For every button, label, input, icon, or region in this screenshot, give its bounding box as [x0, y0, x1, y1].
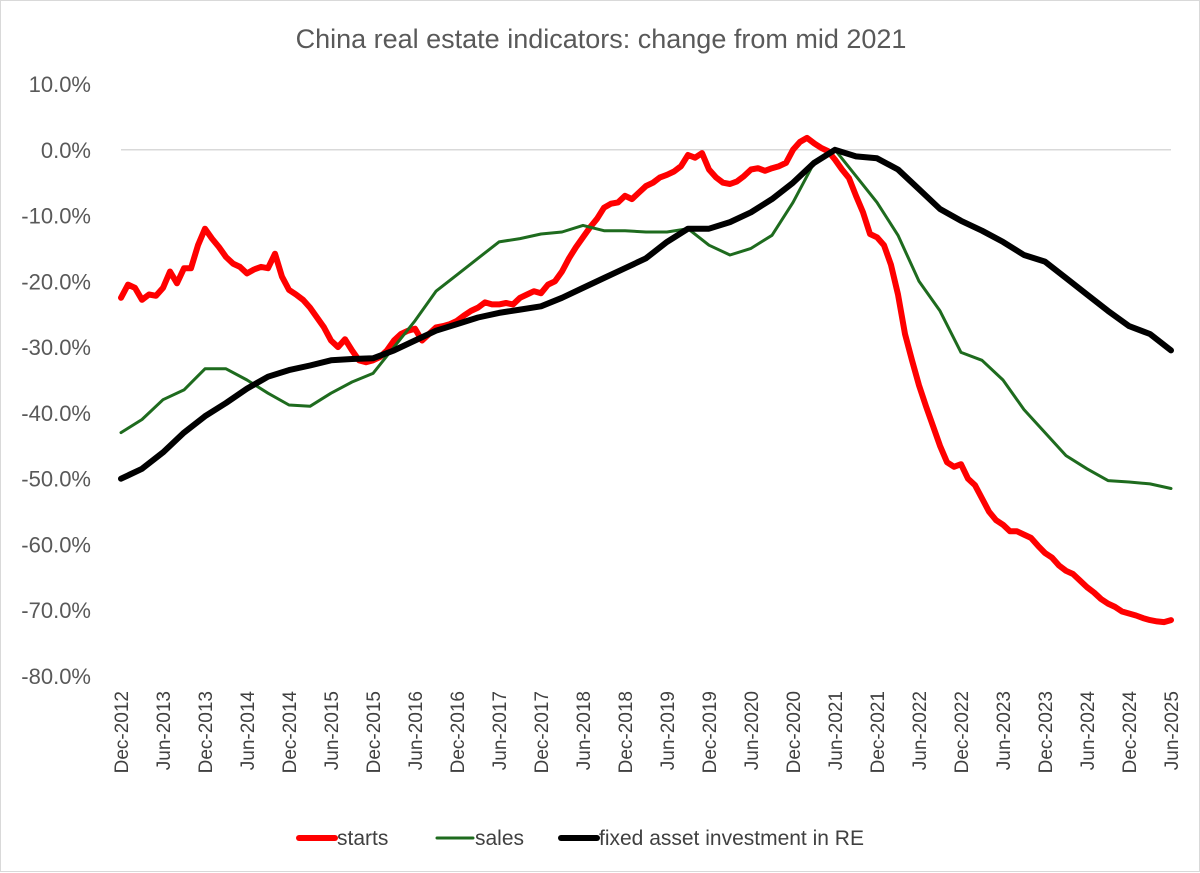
x-tick-label: Dec-2012	[112, 691, 133, 773]
y-tick-label: -50.0%	[21, 467, 91, 492]
x-tick-label: Jun-2018	[574, 691, 595, 770]
x-tick-label: Jun-2025	[1162, 691, 1183, 770]
series-line-starts	[118, 134, 1174, 626]
x-axis-ticks: Dec-2012 Jun-2013 Dec-2013 Jun-2014 Dec-2014…	[112, 691, 1183, 774]
y-tick-label: -30.0%	[21, 335, 91, 360]
x-tick-label: Dec-2013	[196, 691, 217, 773]
chart-title: China real estate indicators: change fro…	[296, 24, 907, 54]
legend-label-starts: starts	[337, 827, 388, 850]
series-line-sales	[119, 148, 1173, 490]
x-tick-label: Dec-2014	[280, 691, 301, 774]
x-tick-label: Jun-2015	[322, 691, 343, 770]
x-tick-label: Dec-2018	[616, 691, 637, 773]
x-tick-label: Dec-2022	[952, 691, 973, 773]
x-tick-label: Dec-2017	[532, 691, 553, 773]
y-axis-ticks: 10.0% 0.0% -10.0% -20.0% -30.0% -40.0% -50.0% -…	[21, 72, 91, 689]
series-line-fixed-asset-investment-in-re	[118, 146, 1174, 482]
x-tick-label: Dec-2015	[364, 691, 385, 773]
x-tick-label: Dec-2020	[784, 691, 805, 773]
x-tick-label: Jun-2014	[238, 691, 259, 771]
y-tick-label: 10.0%	[29, 72, 91, 97]
y-tick-label: -80.0%	[21, 664, 91, 689]
series-layer	[118, 134, 1174, 626]
y-tick-label: 0.0%	[41, 138, 91, 163]
legend: starts sales fixed asset investment in RE	[296, 827, 864, 850]
y-tick-label: -70.0%	[21, 598, 91, 623]
x-tick-label: Dec-2016	[448, 691, 469, 773]
y-tick-label: -10.0%	[21, 204, 91, 229]
legend-label-fixed-asset-investment-in-re: fixed asset investment in RE	[599, 827, 864, 850]
legend-label-sales: sales	[475, 827, 524, 850]
x-tick-label: Jun-2021	[826, 691, 847, 770]
x-tick-label: Dec-2019	[700, 691, 721, 773]
x-tick-label: Dec-2023	[1036, 691, 1057, 773]
x-tick-label: Jun-2017	[490, 691, 511, 770]
x-tick-label: Jun-2022	[910, 691, 931, 770]
x-tick-label: Jun-2024	[1078, 691, 1099, 771]
x-tick-label: Jun-2023	[994, 691, 1015, 770]
y-tick-label: -60.0%	[21, 532, 91, 557]
x-tick-label: Jun-2020	[742, 691, 763, 770]
x-tick-label: Jun-2019	[658, 691, 679, 770]
x-tick-label: Dec-2021	[868, 691, 889, 773]
x-tick-label: Jun-2013	[154, 691, 175, 770]
x-tick-label: Dec-2024	[1120, 691, 1141, 774]
y-tick-label: -40.0%	[21, 401, 91, 426]
y-tick-label: -20.0%	[21, 269, 91, 294]
x-tick-label: Jun-2016	[406, 691, 427, 770]
